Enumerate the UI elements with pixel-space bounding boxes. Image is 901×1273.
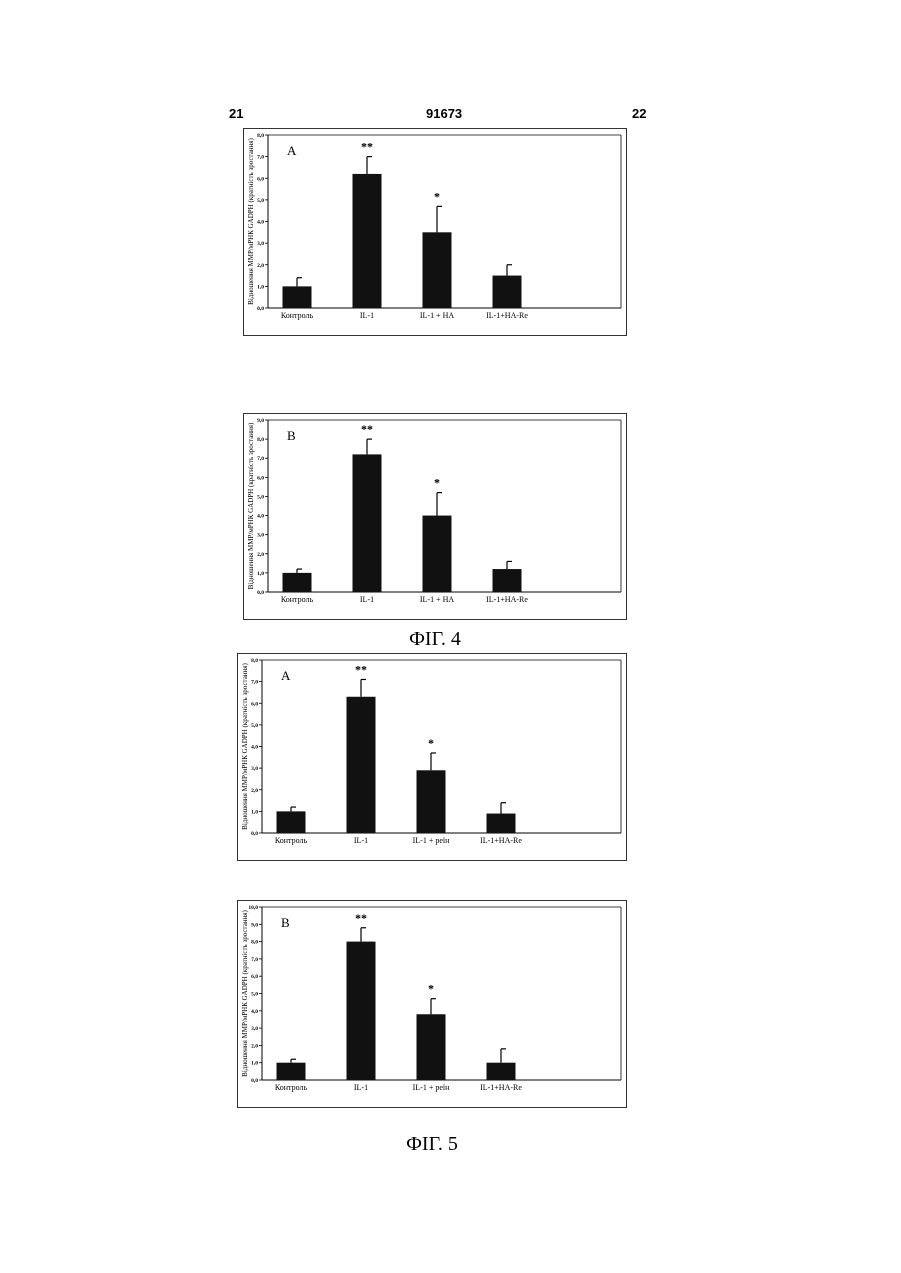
bar: [493, 276, 522, 308]
significance-label: **: [361, 422, 373, 436]
category-label: IL-1: [354, 836, 368, 845]
panel-label: A: [287, 143, 297, 158]
significance-label: *: [434, 476, 440, 490]
y-tick-label: 3,0: [251, 1026, 258, 1032]
figure-caption-5: ФІГ. 5: [352, 1133, 512, 1156]
category-label: Контроль: [275, 1083, 308, 1092]
y-tick-label: 10,0: [248, 905, 258, 911]
y-tick-label: 4,0: [257, 514, 264, 520]
bar: [283, 573, 312, 592]
category-label: IL-1+НА-Re: [486, 311, 528, 320]
category-label: IL-1: [360, 595, 374, 604]
chart-fig5-b: Відношення ММР/мРНК GADPH (кратність зро…: [237, 900, 627, 1108]
y-tick-label: 7,0: [257, 155, 264, 161]
bar: [423, 232, 452, 308]
y-tick-label: 6,0: [251, 974, 258, 980]
y-tick-label: 4,0: [257, 220, 264, 226]
bar: [277, 1063, 306, 1080]
page-number-right: 22: [632, 106, 646, 121]
y-tick-label: 2,0: [251, 788, 258, 794]
y-tick-label: 6,0: [257, 475, 264, 481]
y-tick-label: 3,0: [257, 241, 264, 247]
y-tick-label: 5,0: [251, 992, 258, 998]
y-tick-label: 7,0: [251, 957, 258, 963]
page-number-left: 21: [229, 106, 243, 121]
y-axis-label: Відношення ММР/мРНК GADPH (кратність зро…: [247, 422, 255, 589]
category-label: Контроль: [275, 836, 308, 845]
y-tick-label: 1,0: [257, 284, 264, 290]
significance-label: *: [428, 736, 434, 750]
bar: [283, 286, 312, 308]
bar: [347, 697, 376, 833]
bar: [423, 516, 452, 592]
chart-fig5-a: Відношення ММР/мРНК GADPH (кратність зро…: [237, 653, 627, 861]
bar: [493, 569, 522, 592]
y-tick-label: 9,0: [251, 922, 258, 928]
panel-label: В: [287, 428, 296, 443]
chart-fig4-a: Відношення ММР/мРНК GADPH (кратність зро…: [243, 128, 627, 336]
y-tick-label: 5,0: [251, 723, 258, 729]
y-tick-label: 8,0: [257, 133, 264, 139]
category-label: IL-1: [360, 311, 374, 320]
significance-label: *: [428, 982, 434, 996]
significance-label: **: [355, 662, 367, 676]
y-tick-label: 0,0: [251, 1078, 258, 1084]
category-label: IL-1+НА-Re: [480, 1083, 522, 1092]
y-tick-label: 0,0: [251, 831, 258, 837]
y-tick-label: 4,0: [251, 745, 258, 751]
y-tick-label: 3,0: [251, 766, 258, 772]
y-tick-label: 4,0: [251, 1009, 258, 1015]
y-axis-label: Відношення ММР/мРНК GADPH (кратність зро…: [241, 662, 249, 829]
bar: [353, 454, 382, 592]
y-tick-label: 8,0: [251, 658, 258, 664]
bar: [417, 1014, 446, 1080]
category-label: IL-1 + реїн: [413, 1083, 451, 1092]
y-tick-label: 8,0: [251, 940, 258, 946]
bar: [353, 174, 382, 308]
y-tick-label: 0,0: [257, 306, 264, 312]
y-tick-label: 0,0: [257, 590, 264, 596]
bar: [487, 1063, 516, 1080]
y-axis-label: Відношення ММР/мРНК GADPH (кратність зро…: [247, 137, 255, 304]
y-tick-label: 2,0: [257, 552, 264, 558]
y-tick-label: 6,0: [257, 176, 264, 182]
category-label: IL-1+НА-Re: [486, 595, 528, 604]
figure-caption-4: ФІГ. 4: [355, 628, 515, 651]
category-label: Контроль: [281, 311, 314, 320]
bar: [487, 814, 516, 833]
category-label: IL-1: [354, 1083, 368, 1092]
y-tick-label: 1,0: [251, 1061, 258, 1067]
y-tick-label: 2,0: [251, 1043, 258, 1049]
category-label: IL-1 + НА: [420, 595, 455, 604]
y-tick-label: 9,0: [257, 418, 264, 424]
category-label: IL-1+НА-Re: [480, 836, 522, 845]
category-label: Контроль: [281, 595, 314, 604]
y-tick-label: 7,0: [251, 680, 258, 686]
y-tick-label: 8,0: [257, 437, 264, 443]
significance-label: *: [434, 189, 440, 203]
category-label: IL-1 + НА: [420, 311, 455, 320]
y-tick-label: 6,0: [251, 701, 258, 707]
y-axis-label: Відношення ММР/мРНК GADPH (кратність зро…: [241, 909, 249, 1076]
bar: [347, 942, 376, 1080]
y-tick-label: 5,0: [257, 198, 264, 204]
significance-label: **: [361, 140, 373, 154]
category-label: IL-1 + реїн: [413, 836, 451, 845]
y-tick-label: 1,0: [257, 571, 264, 577]
panel-label: В: [281, 915, 290, 930]
bar: [417, 770, 446, 833]
panel-label: A: [281, 668, 291, 683]
y-tick-label: 7,0: [257, 456, 264, 462]
y-tick-label: 3,0: [257, 533, 264, 539]
chart-fig4-b: Відношення ММР/мРНК GADPH (кратність зро…: [243, 413, 627, 620]
y-tick-label: 5,0: [257, 494, 264, 500]
bar: [277, 811, 306, 833]
patent-number: 91673: [426, 106, 462, 121]
significance-label: **: [355, 911, 367, 925]
y-tick-label: 2,0: [257, 263, 264, 269]
y-tick-label: 1,0: [251, 809, 258, 815]
